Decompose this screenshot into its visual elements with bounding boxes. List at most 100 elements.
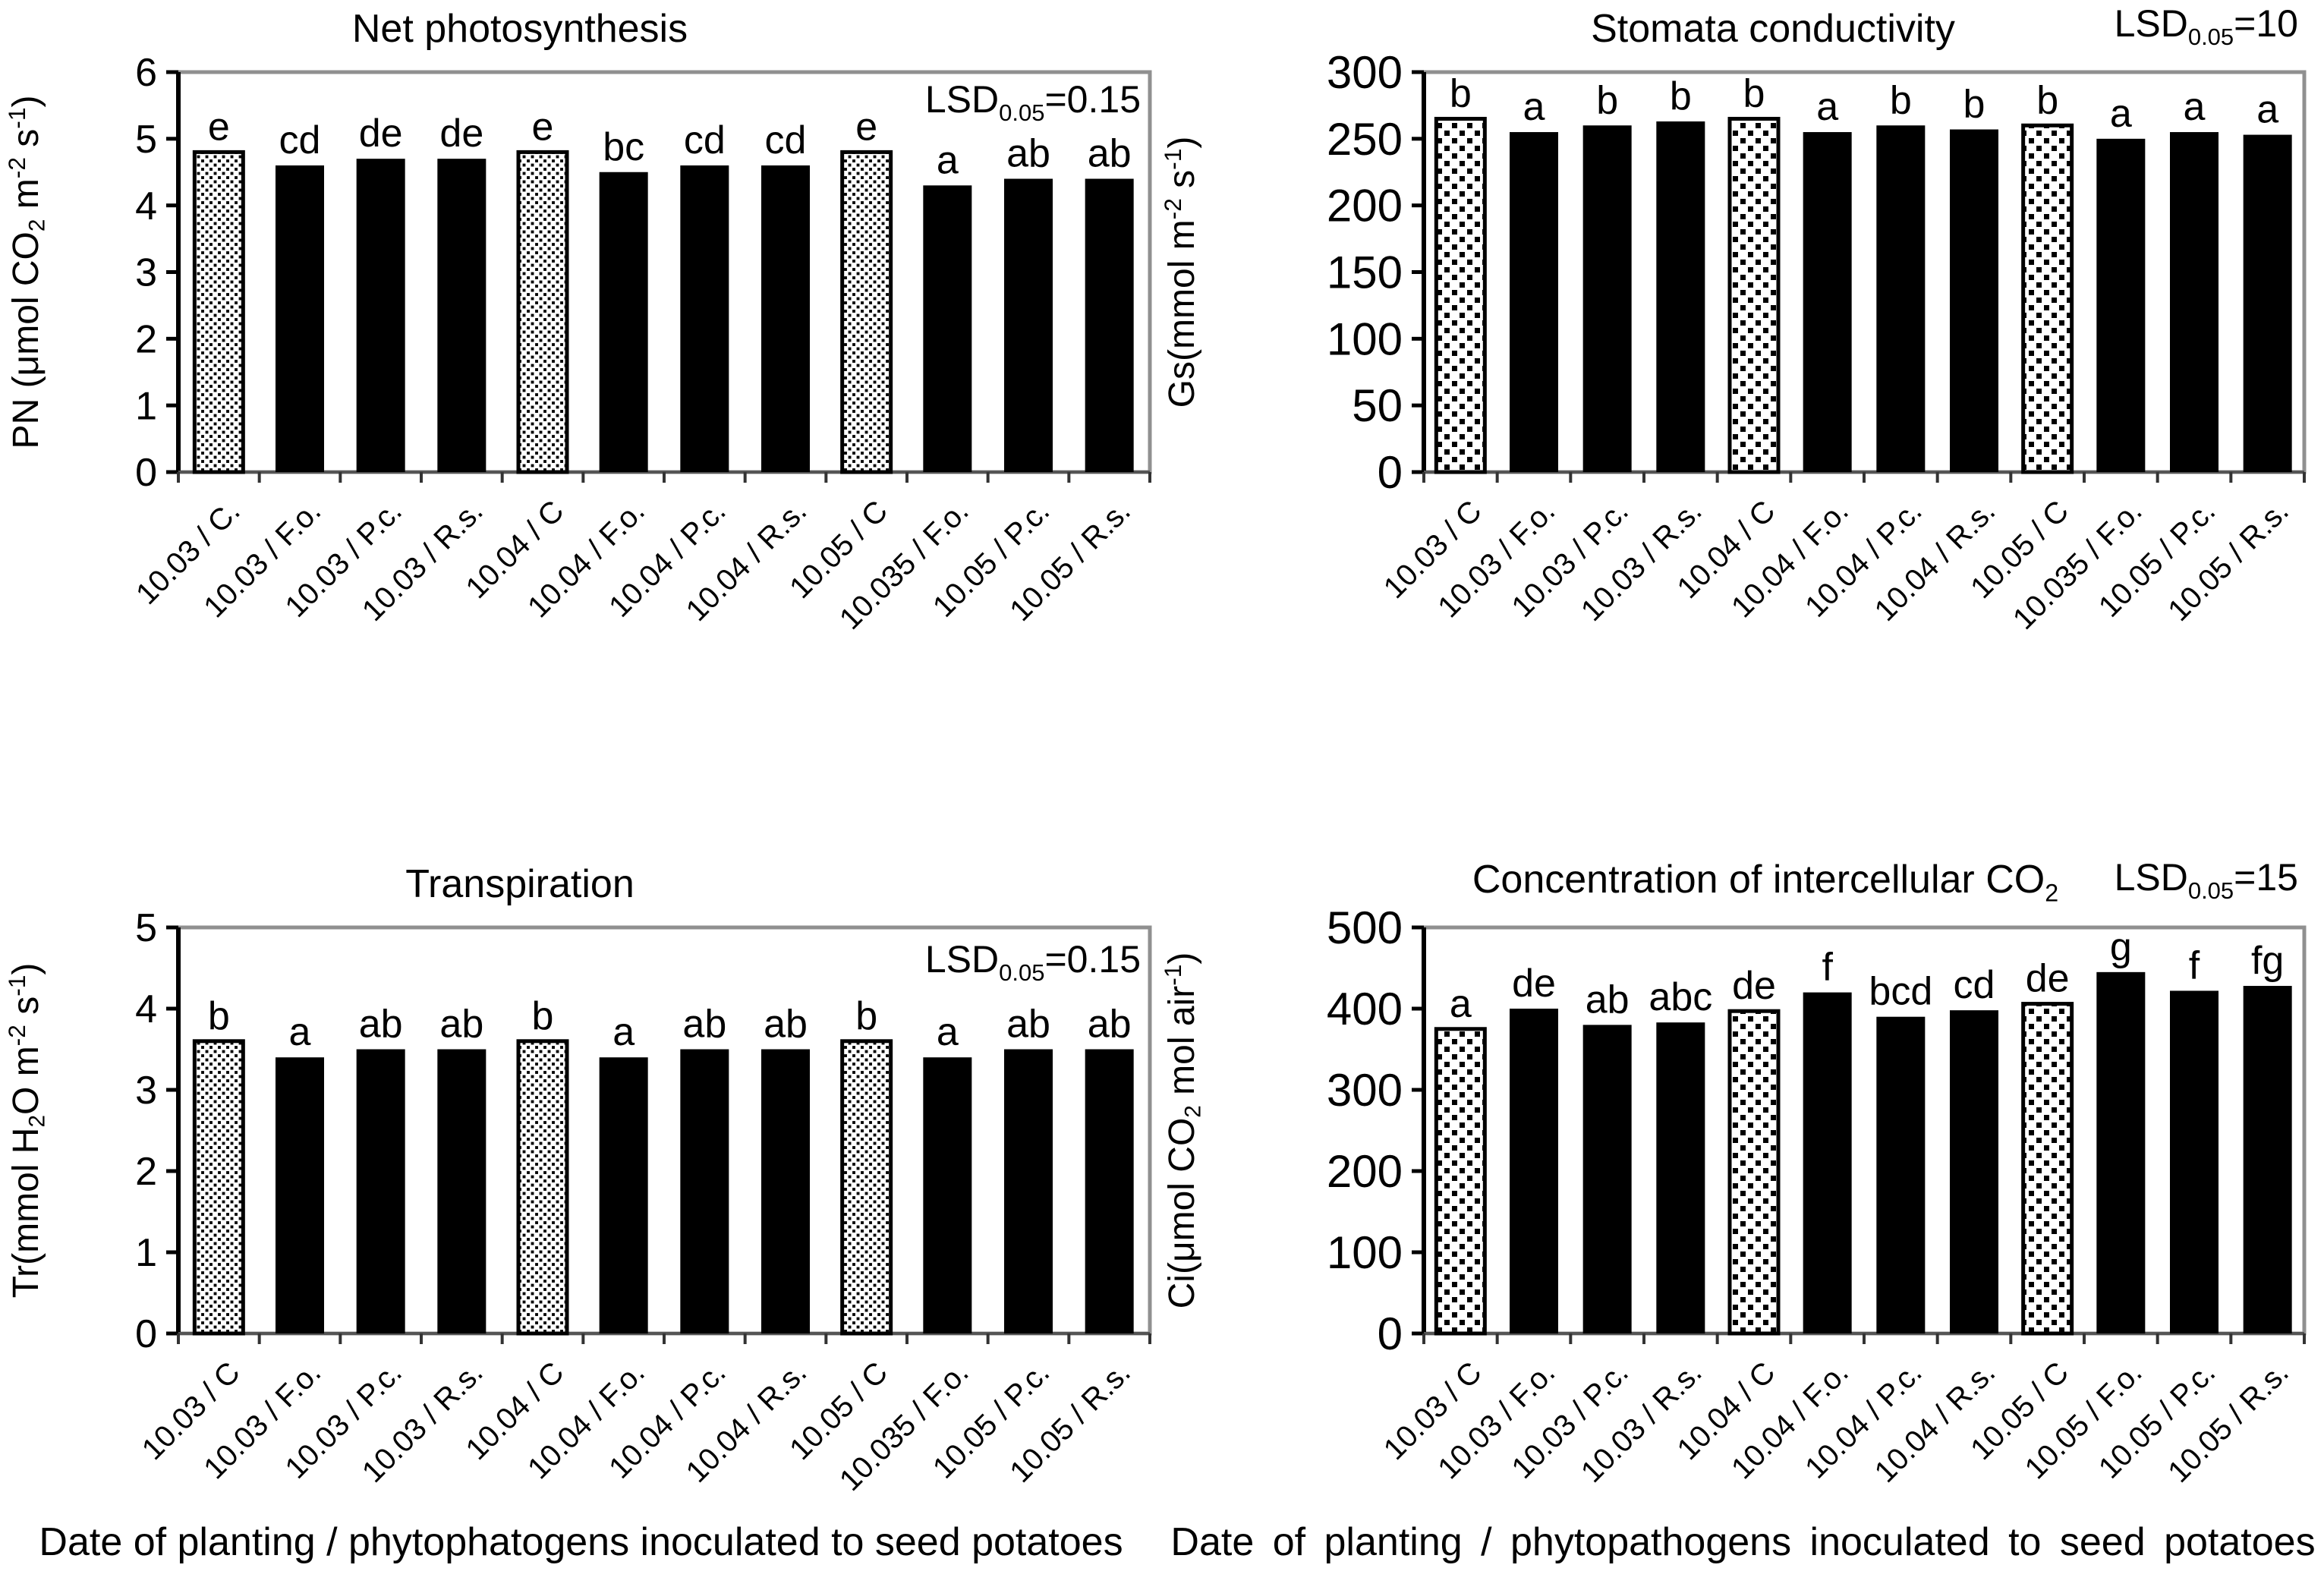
chart-title: Concentration of intercellular CO2: [1472, 858, 2059, 907]
y-tick-label: 300: [1327, 47, 1403, 98]
significance-letter: fg: [2251, 939, 2284, 983]
significance-letter: e: [855, 105, 877, 149]
chart-title: Transpiration: [405, 862, 635, 906]
y-tick-label: 300: [1327, 1065, 1403, 1116]
bar: [1510, 1009, 1558, 1333]
bar: [437, 159, 487, 472]
y-tick-label: 5: [135, 906, 157, 950]
significance-letter: b: [1963, 83, 1985, 127]
y-tick-label: 4: [135, 987, 157, 1031]
x-axis: 10.03 / C10.03 / F.o.10.03 / P.c.10.03 /…: [136, 1333, 1151, 1497]
chart-title: Stomata conductivity: [1591, 7, 1955, 51]
significance-letter: ab: [1006, 132, 1050, 176]
y-tick-label: 2: [135, 1150, 157, 1194]
y-axis-title: PN (μmol CO2 m-2 s-1): [3, 96, 49, 449]
x-axis-caption-left: Date of planting / phytophatogens inocul…: [39, 1520, 1123, 1564]
significance-letter: ab: [359, 1003, 403, 1047]
chart-title: Net photosynthesis: [351, 7, 688, 51]
panel-stomata-conductivity: 0 50 100 150 200 250 300 Gs(mmol m-2 s-1) 10.03 …: [1162, 0, 2324, 795]
bar: [599, 172, 648, 472]
bar: [2243, 986, 2292, 1333]
significance-letter: a: [289, 1010, 311, 1054]
control-bar: [1727, 116, 1781, 474]
y-tick-label: 3: [135, 251, 157, 295]
y-tick-label: 0: [135, 451, 157, 495]
lsd-annotation: LSD0.05=0.15: [924, 938, 1141, 986]
y-tick-label: 2: [135, 318, 157, 362]
y-tick-label: 3: [135, 1069, 157, 1113]
bar: [761, 165, 810, 472]
significance-letter: a: [2184, 85, 2206, 129]
significance-letter: b: [1596, 78, 1618, 122]
significance-letter: a: [1816, 85, 1838, 129]
significance-letter: f: [2189, 943, 2200, 987]
control-bar: [1727, 1009, 1781, 1336]
significance-letter: cd: [1954, 963, 1995, 1007]
bar: [1876, 1016, 1926, 1333]
y-tick-label: 500: [1327, 902, 1403, 953]
stomata-conductivity-bar-chart: 0 50 100 150 200 250 300 Gs(mmol m-2 s-1) 10.03 …: [1162, 47, 2307, 636]
significance-letter: e: [208, 105, 230, 149]
bar: [437, 1049, 487, 1333]
control-bar: [192, 150, 245, 474]
y-tick-label: 150: [1327, 247, 1403, 298]
bar: [599, 1057, 648, 1333]
y-tick-label: 6: [135, 51, 157, 95]
y-tick-label: 400: [1327, 984, 1403, 1034]
significance-letter: cd: [684, 118, 726, 162]
significance-letter: cd: [279, 118, 321, 162]
bar: [923, 1057, 972, 1333]
bar: [1656, 1022, 1705, 1333]
y-tick-label: 1: [135, 1231, 157, 1275]
y-tick-label: 200: [1327, 1146, 1403, 1197]
bar: [1876, 125, 1926, 472]
y-axis-title: Ci(μmol CO2 mol air-1): [1162, 952, 1206, 1309]
significance-letter: de: [2026, 957, 2070, 1001]
bar: [680, 1049, 729, 1333]
y-tick-label: 5: [135, 118, 157, 162]
significance-letter: b: [208, 994, 230, 1038]
significance-letter: b: [855, 994, 877, 1038]
control-bar: [2021, 123, 2074, 474]
bar: [1004, 178, 1053, 473]
significance-letter: a: [937, 1010, 959, 1054]
significance-letter: b: [1743, 71, 1765, 115]
net-photosynthesis-bar-chart: 0 1 2 3 4 5 6 PN (μmol CO2 m-2 s-1) 10.03 / C.10…: [3, 51, 1152, 636]
y-tick-label: 250: [1327, 114, 1403, 165]
y-tick-label: 100: [1327, 313, 1403, 364]
y-axis: 0 50 100 150 200 250 300: [1327, 47, 1424, 498]
control-bar: [840, 1039, 893, 1336]
bar: [1085, 1049, 1134, 1333]
bar: [1582, 1025, 1632, 1333]
significance-letter: a: [937, 138, 959, 182]
y-axis-title: Gs(mmol m-2 s-1): [1162, 137, 1202, 408]
significance-letter: bcd: [1869, 970, 1932, 1014]
y-tick-label: 4: [135, 184, 157, 228]
significance-letter: e: [532, 105, 554, 149]
bar: [680, 165, 729, 472]
bar: [276, 1057, 324, 1333]
significance-letter: b: [2036, 78, 2058, 122]
bar: [923, 185, 972, 473]
bar: [1950, 1010, 1998, 1333]
significance-letter: de: [1512, 962, 1556, 1006]
bar: [276, 165, 324, 472]
significance-letter: de: [359, 112, 403, 156]
bar: [2096, 971, 2146, 1333]
bar: [1085, 178, 1134, 473]
bars: e cd de de e bc cd cd ea ab ab: [192, 105, 1134, 474]
significance-letter: a: [2256, 88, 2278, 132]
y-axis: 0 1 2 3 4 5: [135, 906, 178, 1356]
control-bar: [516, 150, 569, 474]
significance-letter: ab: [439, 1003, 483, 1047]
significance-letter: ab: [1088, 1003, 1132, 1047]
lsd-annotation: LSD0.05=10: [2114, 2, 2298, 50]
bar: [356, 1049, 405, 1333]
bar: [1656, 121, 1705, 472]
significance-letter: b: [1450, 71, 1472, 115]
x-axis-caption-right: Date of planting / phytopathogens inocul…: [1170, 1520, 2316, 1564]
significance-letter: de: [1732, 964, 1776, 1008]
